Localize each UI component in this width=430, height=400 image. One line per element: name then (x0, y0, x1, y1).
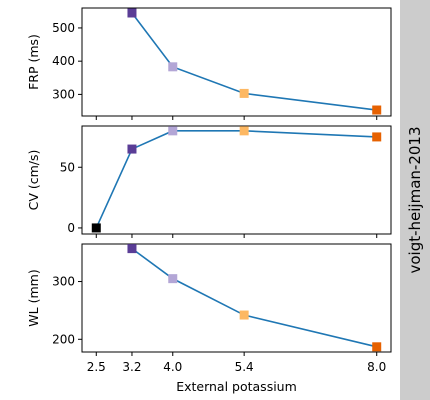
y-tick-label: 200 (52, 332, 75, 346)
data-point (127, 144, 137, 154)
data-point (127, 244, 137, 254)
data-point (372, 132, 382, 142)
x-tick-label: 2.5 (87, 360, 106, 374)
plot-frame (81, 125, 392, 235)
y-axis-label: FRP (ms) (26, 34, 41, 90)
data-point (168, 62, 178, 72)
plot-frame (81, 243, 392, 353)
series-line (131, 12, 377, 111)
panel-3: 200 300 WL (mm) 2.5 3.2 4.0 5.4 8.0 External pot… (26, 243, 392, 394)
data-point (239, 310, 249, 320)
panel-1: 300 400 500 FRP (ms) (26, 7, 392, 120)
panel-2: 0 50 CV (cm/s) (26, 125, 392, 238)
side-bar (400, 0, 430, 400)
side-label: voigt-heijman-2013 (406, 126, 424, 273)
chart-panels: 300 400 500 FRP (ms) 0 50 CV (cm/s) 200 300 WL (m… (26, 7, 392, 394)
x-axis-label: External potassium (176, 379, 297, 394)
x-tick-label: 3.2 (122, 360, 141, 374)
data-point (127, 8, 137, 18)
series-line (95, 130, 377, 229)
data-point (168, 274, 178, 284)
data-point (91, 223, 101, 233)
y-tick-label: 50 (60, 160, 75, 174)
data-point (168, 126, 178, 136)
x-tick-label: 5.4 (235, 360, 254, 374)
y-tick-label: 0 (67, 221, 75, 235)
x-tick-label: 4.0 (163, 360, 182, 374)
data-point (239, 88, 249, 98)
y-tick-label: 300 (52, 275, 75, 289)
plot-frame (81, 7, 392, 117)
y-axis-label: WL (mm) (26, 269, 41, 326)
y-tick-label: 400 (52, 54, 75, 68)
data-point (239, 126, 249, 136)
series-line (131, 247, 377, 348)
y-tick-label: 500 (52, 21, 75, 35)
data-point (372, 342, 382, 352)
y-axis-label: CV (cm/s) (26, 150, 41, 211)
y-tick-label: 300 (52, 87, 75, 101)
x-tick-label: 8.0 (367, 360, 386, 374)
data-point (372, 105, 382, 115)
